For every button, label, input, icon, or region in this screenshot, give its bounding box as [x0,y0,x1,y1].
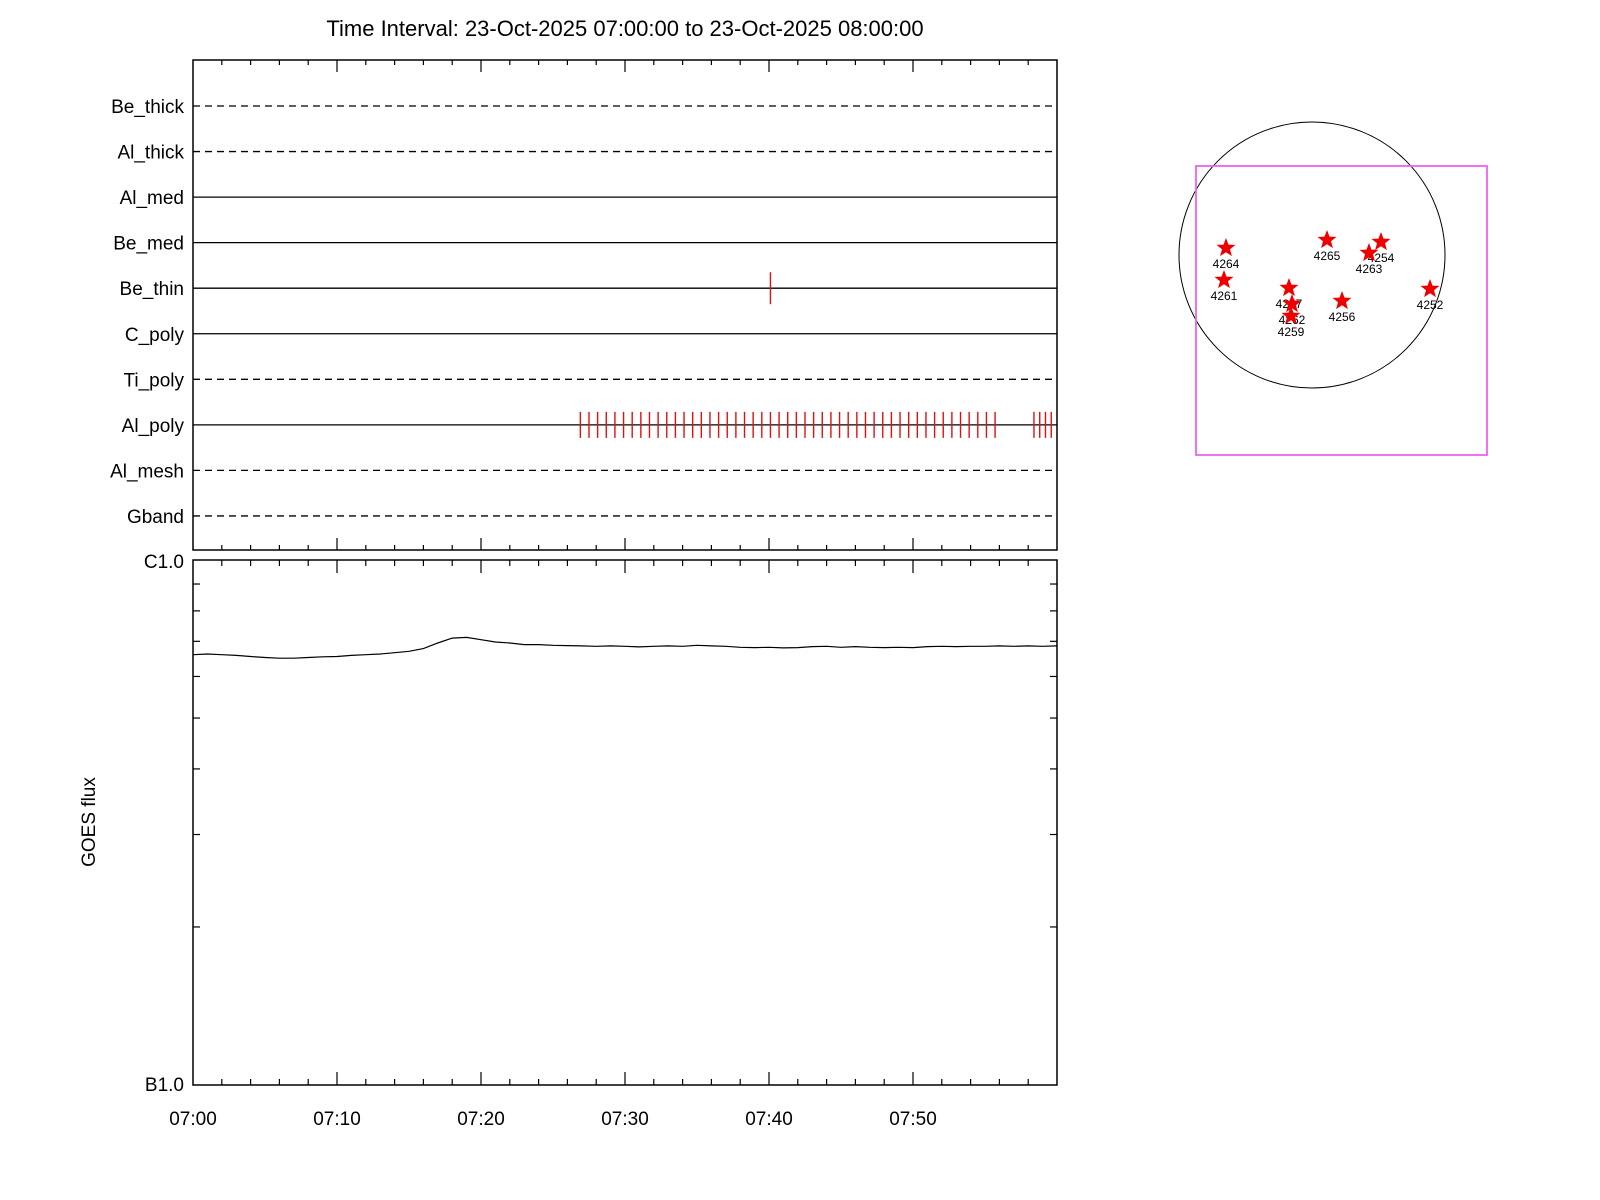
timeline-border [192,59,1058,551]
active-region-star-4256 [1332,291,1352,310]
channel-label-Be_thin: Be_thin [120,279,184,300]
solar-limb-circle [1178,121,1446,389]
channel-label-Al_mesh: Al_mesh [110,461,184,482]
active-region-label-4254: 4254 [1368,251,1395,265]
active-region-label-4261: 4261 [1211,289,1238,303]
channel-label-Al_thick: Al_thick [117,143,184,164]
channel-label-Be_med: Be_med [113,234,184,255]
goes-xtick-label: 07:00 [169,1109,217,1130]
goes-flux-line [192,636,1058,659]
goes-xtick-label: 07:20 [457,1109,505,1130]
active-region-star-4263 [1359,243,1379,262]
goes-ytick-label-bottom: B1.0 [145,1075,184,1096]
active-region-label-4259: 4259 [1278,325,1305,339]
channel-label-Be_thick: Be_thick [111,97,184,118]
active-region-label-4256: 4256 [1329,310,1356,324]
active-region-star-4254 [1371,232,1391,251]
plot-title: Time Interval: 23-Oct-2025 07:00:00 to 2… [326,16,924,41]
active-region-star-4252 [1420,279,1440,298]
active-region-star-4259 [1281,306,1301,325]
channel-label-Al_med: Al_med [120,188,184,209]
goes-xtick-label: 07:30 [601,1109,649,1130]
active-region-star-4261 [1214,270,1234,289]
active-region-label-4263: 4263 [1356,262,1383,276]
solar-disk-map: 4264426542544263426142574262425642594252 [1178,121,1488,456]
active-region-label-4264: 4264 [1213,257,1240,271]
xrt-fov-box [1195,165,1488,456]
goes-border [192,559,1058,1086]
channel-label-Al_poly: Al_poly [122,416,185,437]
goes-flux-panel: C1.0 B1.0 GOES flux 07:00 07:10 07:20 07:30 07:… [79,552,1058,1130]
channel-label-Gband: Gband [127,507,184,528]
goes-ytick-label-top: C1.0 [144,552,184,573]
active-region-star-4262 [1282,294,1302,313]
goes-xtick-label: 07:50 [889,1109,937,1130]
goes-xtick-label: 07:40 [745,1109,793,1130]
active-region-star-4265 [1317,230,1337,249]
channel-label-Ti_poly: Ti_poly [123,370,184,391]
channel-label-C_poly: C_poly [125,325,185,346]
active-region-label-4265: 4265 [1314,249,1341,263]
active-region-star-4264 [1216,238,1236,257]
filter-timeline-panel: Be_thick Al_thick Al_med Be_med Be_thin C_pol… [110,59,1058,551]
active-region-label-4252: 4252 [1417,298,1444,312]
active-region-star-4257 [1279,278,1299,297]
goes-axis-title: GOES flux [79,777,100,867]
goes-xtick-label: 07:10 [313,1109,361,1130]
